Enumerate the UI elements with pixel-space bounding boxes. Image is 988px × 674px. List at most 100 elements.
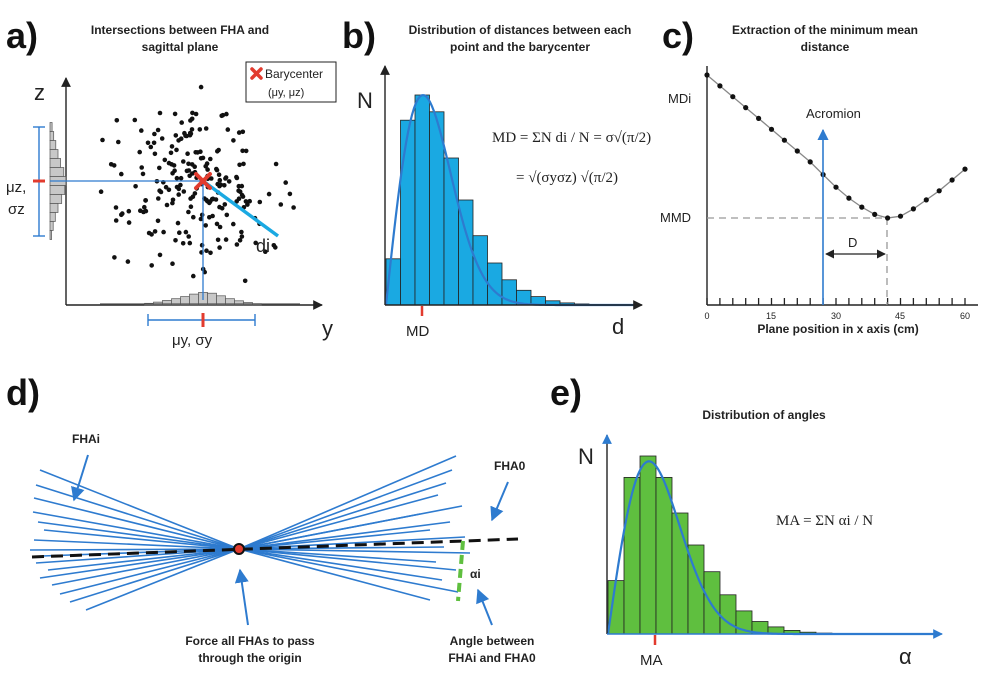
panel-b-formula-1: MD = ΣN di / N = σ√(π/2) [492, 130, 651, 146]
z-histogram-bar [49, 212, 56, 222]
histogram-bar [655, 476, 673, 635]
panel-a-legend: Barycenter (μy, μz) [245, 61, 337, 103]
scatter-point [179, 120, 184, 125]
scatter-point [218, 182, 224, 187]
scatter-point [116, 139, 121, 145]
scatter-point [175, 220, 181, 226]
line-point [923, 197, 929, 203]
line-point [704, 72, 710, 78]
scatter-point [159, 136, 165, 141]
panel-a: a) Intersections between FHA and sagitta… [6, 15, 337, 349]
panel-d-angle-text-1: Angle between [450, 634, 535, 648]
scatter-point [133, 184, 138, 189]
fha-line [43, 529, 240, 550]
scatter-point [257, 199, 263, 205]
scatter-point [192, 191, 198, 196]
line-point [936, 188, 942, 194]
panel-e-n-label: N [578, 444, 594, 469]
panel-c-tick-60: 60 [960, 311, 970, 321]
scatter-point [120, 211, 125, 216]
scatter-point [199, 242, 205, 248]
panel-c-tick-45: 45 [895, 311, 905, 321]
line-point [885, 215, 891, 221]
histogram-bar [639, 455, 657, 635]
panel-c-mdi-label: MDi [668, 91, 691, 106]
scatter-point [209, 176, 214, 181]
fha-line [238, 548, 471, 554]
panel-b-letter: b) [342, 15, 376, 56]
fha-line [238, 548, 431, 601]
scatter-point [197, 127, 203, 132]
scatter-point [181, 159, 186, 164]
panel-c-points [704, 72, 968, 221]
scatter-point [283, 180, 289, 185]
scatter-point [113, 218, 119, 223]
scatter-point [215, 149, 220, 154]
scatter-point [208, 156, 213, 162]
z-histogram-bar [49, 230, 52, 240]
scatter-point [152, 131, 157, 137]
scatter-point [217, 204, 222, 210]
panel-d-fhai-arrow [71, 454, 89, 502]
line-point [872, 211, 878, 217]
panel-a-scatter [98, 84, 296, 284]
scatter-point [172, 111, 178, 117]
fha-line [35, 484, 240, 550]
scatter-point [188, 196, 193, 201]
fha-line [33, 539, 240, 550]
panel-a-letter: a) [6, 15, 38, 56]
panel-d-fhai-label: FHAi [72, 432, 100, 446]
panel-a-legend-label: Barycenter [265, 67, 323, 81]
scatter-point [139, 128, 144, 133]
scatter-point [204, 197, 209, 203]
panel-c: c) Extraction of the minimum mean distan… [660, 15, 978, 336]
scatter-point [214, 221, 220, 227]
scatter-point [223, 175, 229, 180]
histogram-bar [703, 571, 721, 635]
scatter-point [98, 189, 104, 194]
scatter-point [193, 150, 198, 155]
panel-b-bars [385, 94, 590, 306]
panel-c-line [706, 74, 966, 219]
panel-a-barycenter-marker [194, 172, 212, 190]
line-point [859, 204, 865, 210]
panel-e-bars [607, 455, 833, 635]
scatter-point [178, 182, 183, 188]
line-point [949, 177, 955, 183]
scatter-point [191, 273, 196, 279]
scatter-point [152, 151, 158, 157]
scatter-point [186, 161, 191, 167]
scatter-point [208, 250, 213, 256]
scatter-point [157, 110, 163, 116]
panel-a-legend-sub: (μy, μz) [268, 87, 304, 99]
panel-d-fha-lines [29, 455, 471, 611]
scatter-point [157, 165, 162, 171]
scatter-point [149, 232, 154, 237]
panel-a-y-histogram [100, 292, 300, 306]
scatter-point [187, 240, 193, 246]
scatter-point [188, 118, 193, 123]
scatter-point [113, 205, 119, 210]
histogram-bar [623, 476, 641, 635]
scatter-point [291, 205, 296, 210]
scatter-point [172, 168, 177, 173]
panel-c-tick-15: 15 [766, 311, 776, 321]
fha-line [51, 548, 240, 586]
scatter-point [164, 202, 170, 208]
line-point [910, 206, 917, 212]
scatter-point [170, 261, 175, 267]
fha-line [238, 494, 439, 550]
scatter-point [263, 249, 268, 254]
z-histogram-bar [49, 122, 53, 132]
scatter-point [114, 118, 120, 123]
panel-d-fha0-line [31, 537, 519, 559]
line-point [962, 166, 968, 172]
scatter-point [239, 192, 245, 198]
panel-c-d-label: D [848, 235, 857, 250]
scatter-point [203, 223, 208, 228]
z-histogram-bar [49, 167, 65, 177]
z-histogram-bar [49, 149, 59, 159]
scatter-point [176, 192, 181, 197]
fha-line [238, 482, 447, 550]
